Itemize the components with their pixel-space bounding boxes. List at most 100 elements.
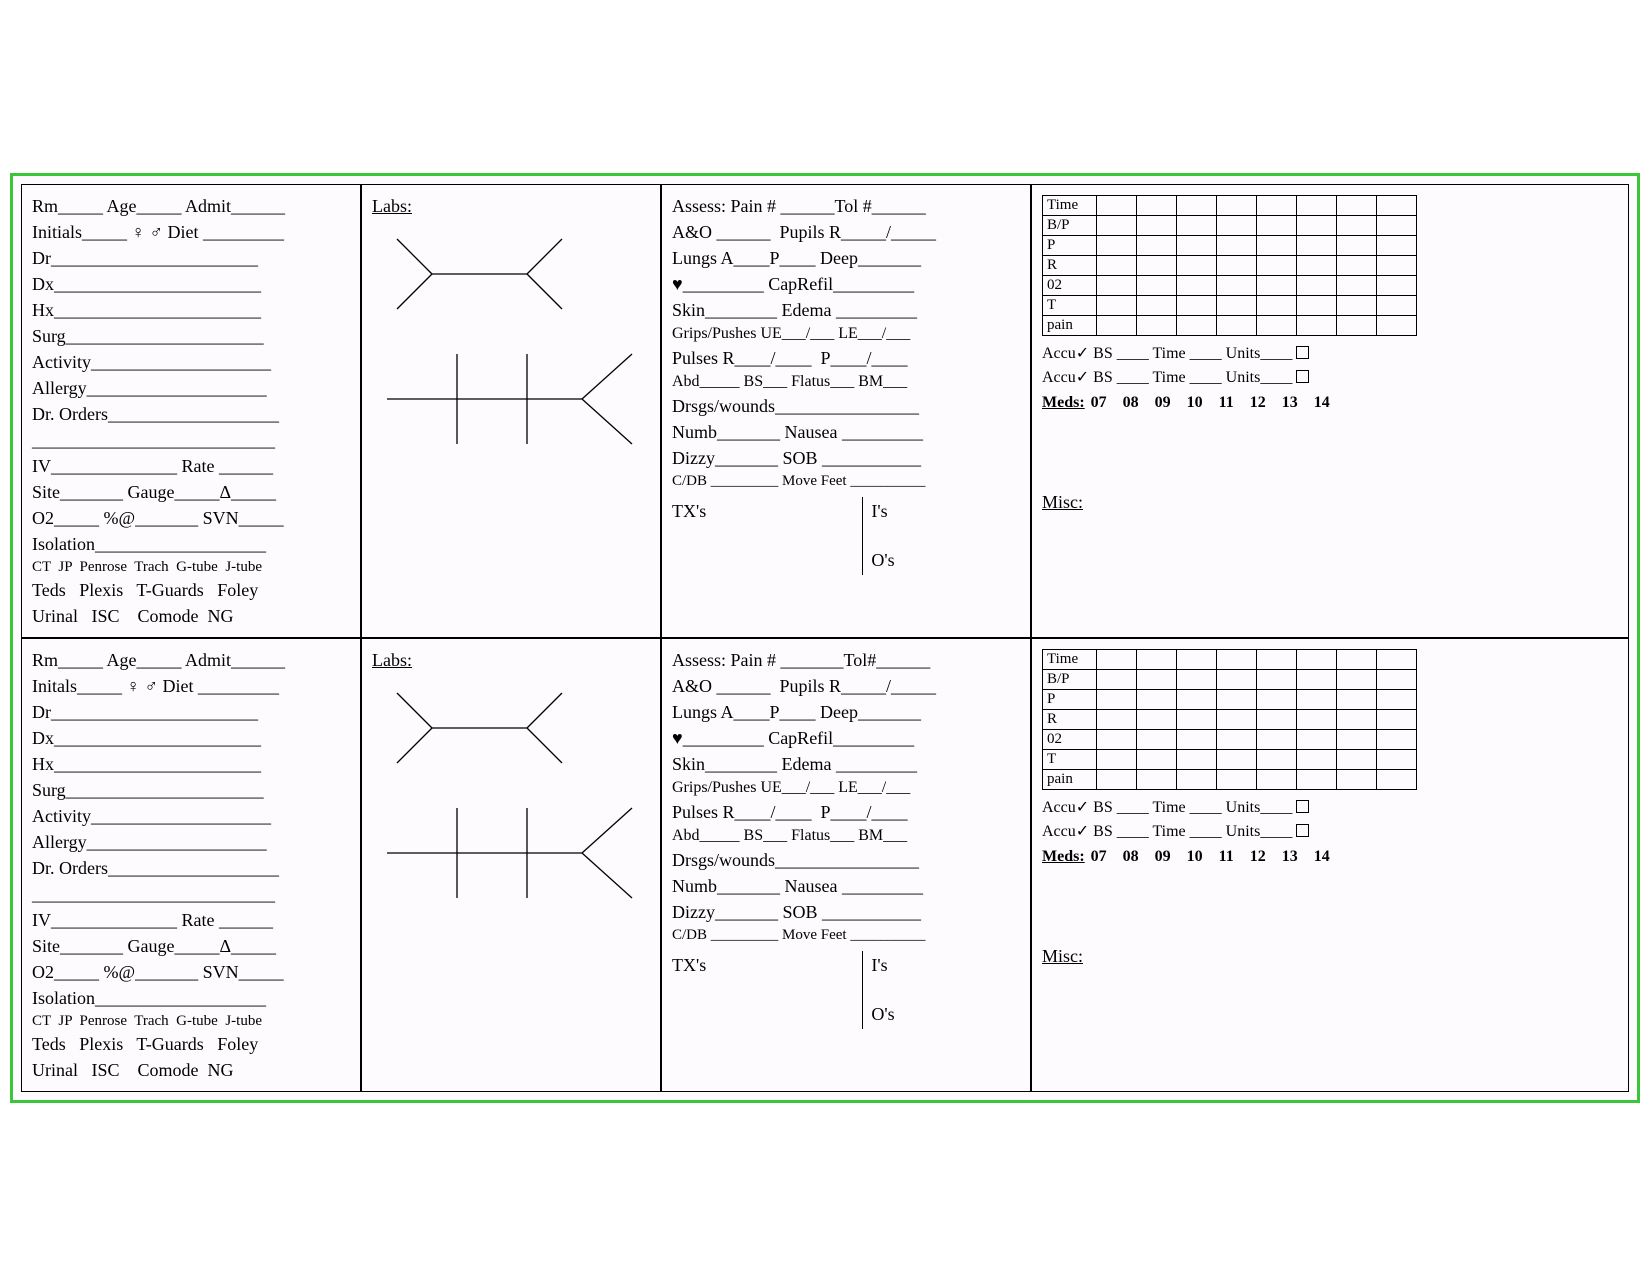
vitals-row-bp: B/P [1043,215,1097,235]
dizzy-sob-line[interactable]: Dizzy_______ SOB ___________ [672,899,1020,925]
meds-hour: 14 [1314,848,1330,865]
meds-label: Meds: [1042,848,1085,865]
accu-checkbox-icon[interactable] [1296,800,1309,813]
dx-line[interactable]: Dx_______________________ [32,725,350,751]
drsg-wounds-line[interactable]: Drsgs/wounds________________ [672,847,1020,873]
orders-line[interactable]: Dr. Orders___________________ [32,401,350,427]
meds-schedule: Meds: 07 08 09 10 11 12 13 14 [1042,394,1618,412]
patient-info-panel: Rm_____ Age_____ Admit______ Initials___… [21,184,361,638]
skin-edema-line[interactable]: Skin________ Edema _________ [672,297,1020,323]
vitals-row-o2: 02 [1043,729,1097,749]
ao-pupils-line[interactable]: A&O ______ Pupils R_____/_____ [672,673,1020,699]
abd-bs-line[interactable]: Abd_____ BS___ Flatus___ BM___ [672,371,1020,393]
iv-rate-line[interactable]: IV______________ Rate ______ [32,453,350,479]
meds-hour: 13 [1282,394,1298,411]
os-label: O's [871,550,1020,571]
pulses-line[interactable]: Pulses R____/____ P____/____ [672,345,1020,371]
dr-line[interactable]: Dr_______________________ [32,699,350,725]
pain-tol-line[interactable]: Assess: Pain # _______Tol#______ [672,647,1020,673]
rm-age-admit-line[interactable]: Rm_____ Age_____ Admit______ [32,647,350,673]
labs-title: Labs: [372,193,650,219]
iv-rate-line[interactable]: IV______________ Rate ______ [32,907,350,933]
vitals-table[interactable]: Time B/P P R 02 T pain [1042,195,1417,336]
orders-line-2[interactable]: ___________________________ [32,427,350,453]
io-section[interactable]: I's O's [863,951,1020,1029]
dx-line[interactable]: Dx_______________________ [32,271,350,297]
assessment-panel: Assess: Pain # ______Tol #______ A&O ___… [661,184,1031,638]
accucheck-line-1[interactable]: Accu✓ BS ____ Time ____ Units____ [1042,342,1618,366]
vitals-row-p: P [1043,235,1097,255]
hx-line[interactable]: Hx_______________________ [32,751,350,777]
accu-checkbox-icon[interactable] [1296,824,1309,837]
isolation-line[interactable]: Isolation___________________ [32,531,350,557]
cdb-movefeet-line[interactable]: C/DB _________ Move Feet __________ [672,471,1020,491]
pain-tol-line[interactable]: Assess: Pain # ______Tol #______ [672,193,1020,219]
misc-label[interactable]: Misc: [1042,946,1083,967]
vitals-row-r: R [1043,255,1097,275]
abd-bs-line[interactable]: Abd_____ BS___ Flatus___ BM___ [672,825,1020,847]
devices-line-2: Teds Plexis T-Guards Foley [32,577,350,603]
numb-nausea-line[interactable]: Numb_______ Nausea _________ [672,873,1020,899]
cdb-movefeet-line[interactable]: C/DB _________ Move Feet __________ [672,925,1020,945]
skin-edema-line[interactable]: Skin________ Edema _________ [672,751,1020,777]
heart-caprefil-line[interactable]: ♥_________ CapRefil_________ [672,271,1020,297]
o2-svn-line[interactable]: O2_____ %@_______ SVN_____ [32,959,350,985]
accu-checkbox-icon[interactable] [1296,370,1309,383]
drsg-wounds-line[interactable]: Drsgs/wounds________________ [672,393,1020,419]
vitals-table[interactable]: Time B/P P R 02 T pain [1042,649,1417,790]
io-section[interactable]: I's O's [863,497,1020,575]
vitals-row-o2: 02 [1043,275,1097,295]
devices-line-2: Teds Plexis T-Guards Foley [32,1031,350,1057]
accucheck-line-1[interactable]: Accu✓ BS ____ Time ____ Units____ [1042,796,1618,820]
meds-hour: 07 [1091,848,1107,865]
heart-caprefil-line[interactable]: ♥_________ CapRefil_________ [672,725,1020,751]
meds-label: Meds: [1042,394,1085,411]
grips-pushes-line[interactable]: Grips/Pushes UE___/___ LE___/___ [672,323,1020,345]
fishbone-cbc-icon [372,673,592,783]
is-label: I's [871,501,1020,522]
isolation-line[interactable]: Isolation___________________ [32,985,350,1011]
accu-checkbox-icon[interactable] [1296,346,1309,359]
dr-line[interactable]: Dr_______________________ [32,245,350,271]
vitals-row-t: T [1043,295,1097,315]
orders-line-2[interactable]: ___________________________ [32,881,350,907]
meds-schedule: Meds: 07 08 09 10 11 12 13 14 [1042,848,1618,866]
dizzy-sob-line[interactable]: Dizzy_______ SOB ___________ [672,445,1020,471]
vitals-row-pain: pain [1043,315,1097,335]
numb-nausea-line[interactable]: Numb_______ Nausea _________ [672,419,1020,445]
activity-line[interactable]: Activity____________________ [32,803,350,829]
pulses-line[interactable]: Pulses R____/____ P____/____ [672,799,1020,825]
site-gauge-line[interactable]: Site_______ Gauge_____Δ_____ [32,933,350,959]
misc-label[interactable]: Misc: [1042,492,1083,513]
lungs-line[interactable]: Lungs A____P____ Deep_______ [672,699,1020,725]
os-label: O's [871,1004,1020,1025]
vitals-row-time: Time [1043,649,1097,669]
fishbone-cbc-icon [372,219,592,329]
hx-line[interactable]: Hx_______________________ [32,297,350,323]
activity-line[interactable]: Activity____________________ [32,349,350,375]
allergy-line[interactable]: Allergy____________________ [32,829,350,855]
ao-pupils-line[interactable]: A&O ______ Pupils R_____/_____ [672,219,1020,245]
meds-hour: 07 [1091,394,1107,411]
o2-svn-line[interactable]: O2_____ %@_______ SVN_____ [32,505,350,531]
accucheck-line-2[interactable]: Accu✓ BS ____ Time ____ Units____ [1042,820,1618,844]
surg-line[interactable]: Surg______________________ [32,323,350,349]
rm-age-admit-line[interactable]: Rm_____ Age_____ Admit______ [32,193,350,219]
labs-title: Labs: [372,647,650,673]
tx-label[interactable]: TX's [672,497,863,575]
vitals-row-r: R [1043,709,1097,729]
vitals-row-time: Time [1043,195,1097,215]
accucheck-line-2[interactable]: Accu✓ BS ____ Time ____ Units____ [1042,366,1618,390]
allergy-line[interactable]: Allergy____________________ [32,375,350,401]
surg-line[interactable]: Surg______________________ [32,777,350,803]
site-gauge-line[interactable]: Site_______ Gauge_____Δ_____ [32,479,350,505]
lungs-line[interactable]: Lungs A____P____ Deep_______ [672,245,1020,271]
devices-line-1: CT JP Penrose Trach G-tube J-tube [32,1011,350,1031]
tx-label[interactable]: TX's [672,951,863,1029]
vitals-meds-panel: Time B/P P R 02 T pain Accu✓ BS ____ Tim… [1031,638,1629,1092]
meds-hour: 13 [1282,848,1298,865]
orders-line[interactable]: Dr. Orders___________________ [32,855,350,881]
initials-diet-line[interactable]: Initals_____ ♀ ♂ Diet _________ [32,673,350,699]
grips-pushes-line[interactable]: Grips/Pushes UE___/___ LE___/___ [672,777,1020,799]
initials-diet-line[interactable]: Initials_____ ♀ ♂ Diet _________ [32,219,350,245]
